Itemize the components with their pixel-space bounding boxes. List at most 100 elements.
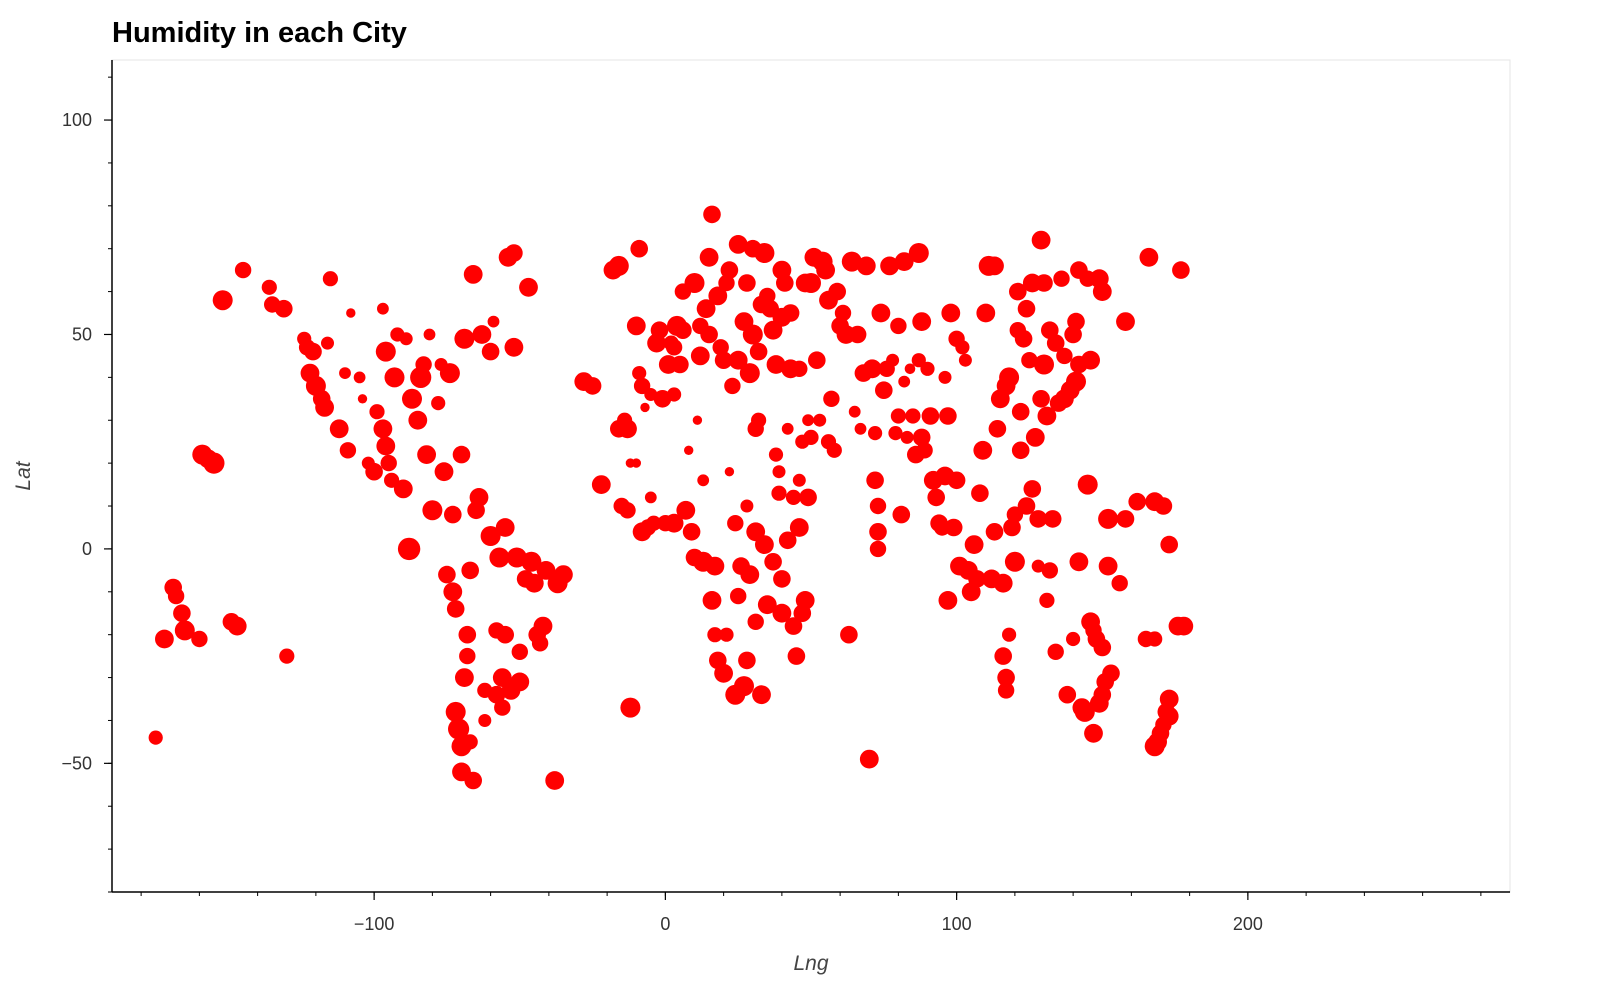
data-point (823, 390, 840, 407)
data-point (469, 488, 489, 507)
data-point (834, 304, 852, 322)
data-point (554, 565, 573, 584)
data-point (682, 523, 701, 541)
data-point (472, 325, 492, 344)
data-point (684, 445, 694, 455)
data-point (848, 405, 861, 418)
data-point (674, 321, 692, 340)
data-point (448, 718, 470, 740)
data-point (740, 499, 754, 513)
data-point (880, 256, 899, 276)
data-point (148, 730, 163, 745)
data-point (495, 518, 515, 537)
data-point (1116, 312, 1135, 331)
x-tick-label: 100 (942, 914, 972, 934)
data-point (730, 587, 747, 605)
data-point (1025, 428, 1045, 447)
data-point (841, 251, 862, 272)
axes: −100 0 100 200 −50 0 50 100 (61, 60, 1510, 934)
data-point (1056, 347, 1073, 365)
data-point (875, 381, 893, 400)
data-point (890, 408, 907, 424)
data-point (828, 282, 846, 301)
y-tick-label: −50 (61, 753, 92, 773)
data-point (461, 561, 480, 580)
data-point (397, 537, 421, 561)
data-point (650, 321, 669, 340)
data-point (1017, 299, 1036, 318)
data-point (434, 462, 454, 482)
data-point (714, 663, 733, 683)
data-point (626, 316, 646, 336)
data-point (632, 366, 647, 381)
data-point (939, 407, 957, 425)
data-point (766, 355, 786, 374)
data-point (480, 526, 501, 546)
data-point (859, 749, 879, 769)
data-point (997, 682, 1015, 699)
data-point (173, 604, 191, 622)
data-point (1092, 282, 1112, 301)
data-point (1077, 474, 1098, 495)
data-point (927, 488, 945, 507)
data-point (653, 390, 672, 408)
data-point (174, 620, 195, 641)
data-point (941, 303, 961, 323)
data-point (422, 500, 443, 521)
data-point (886, 353, 900, 367)
data-point (618, 419, 637, 439)
data-point (718, 274, 735, 292)
x-tick-label: 0 (660, 914, 670, 934)
data-point (505, 244, 523, 262)
data-point (463, 265, 483, 284)
data-point (167, 587, 185, 605)
chart-title: Humidity in each City (112, 17, 407, 49)
data-point (1102, 664, 1120, 683)
data-point (912, 428, 931, 447)
data-point (848, 325, 867, 344)
data-point (985, 256, 1004, 276)
data-point (768, 447, 784, 462)
data-point (665, 339, 683, 356)
x-tick-label: 200 (1233, 914, 1263, 934)
data-point (854, 422, 867, 435)
data-point (1147, 631, 1163, 647)
data-point (1111, 575, 1128, 592)
data-point (742, 324, 763, 345)
data-point (869, 540, 887, 558)
data-point (545, 771, 565, 790)
data-point (446, 600, 465, 618)
data-point (464, 771, 483, 790)
data-point (321, 336, 334, 350)
data-point (1021, 352, 1038, 369)
data-point (803, 429, 819, 445)
data-point (1084, 723, 1103, 743)
data-point (738, 274, 756, 292)
data-point (1029, 510, 1047, 528)
data-point (955, 340, 970, 355)
y-axis-label: Lat (12, 460, 35, 490)
data-point (664, 513, 684, 533)
data-point (938, 370, 952, 384)
data-point (339, 442, 357, 459)
data-point (1031, 559, 1045, 573)
data-point (802, 414, 814, 427)
data-point (740, 565, 760, 584)
data-point (377, 302, 389, 315)
data-point (708, 286, 728, 306)
data-point (826, 442, 842, 458)
data-point (521, 551, 542, 572)
data-point (699, 247, 719, 267)
data-point (869, 497, 887, 515)
data-point (938, 591, 958, 610)
y-tick-label: 0 (82, 539, 92, 559)
data-point (322, 271, 338, 287)
data-point (373, 419, 393, 439)
data-point (921, 407, 940, 425)
data-point (728, 350, 748, 370)
data-point (1004, 551, 1025, 572)
data-point (444, 505, 462, 524)
data-point (690, 346, 710, 366)
data-point (608, 255, 629, 276)
